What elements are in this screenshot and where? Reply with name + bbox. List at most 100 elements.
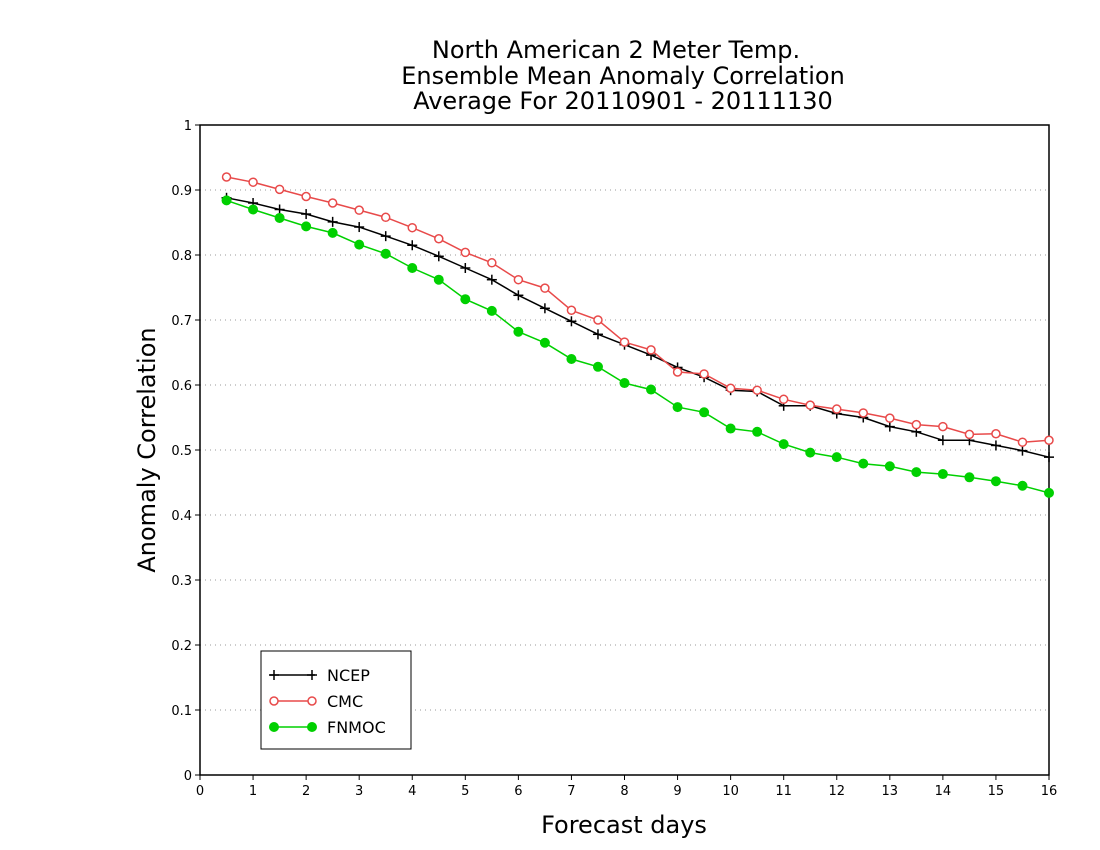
data-point-ncep bbox=[592, 329, 603, 340]
x-tick-label: 0 bbox=[196, 784, 204, 799]
data-point-ncep bbox=[566, 316, 577, 327]
data-point-cmc bbox=[725, 383, 736, 393]
data-point-fnmoc bbox=[327, 227, 338, 238]
data-point-fnmoc bbox=[884, 461, 895, 472]
x-tick-label: 2 bbox=[302, 784, 310, 799]
data-point-cmc bbox=[380, 212, 391, 223]
data-point-fnmoc bbox=[407, 263, 418, 273]
data-point-ncep bbox=[433, 251, 444, 262]
data-point-cmc bbox=[964, 429, 975, 440]
x-tick-label: 15 bbox=[988, 784, 1005, 799]
data-point-cmc bbox=[778, 394, 789, 405]
legend-marker-cmc bbox=[307, 696, 317, 706]
legend-marker-cmc bbox=[269, 696, 279, 706]
x-tick-label: 7 bbox=[567, 784, 575, 799]
legend-marker-fnmoc bbox=[307, 722, 317, 732]
y-tick-label: 0.6 bbox=[171, 379, 192, 394]
data-point-ncep bbox=[380, 231, 391, 242]
data-point-cmc bbox=[911, 419, 922, 430]
legend-item-ncep: NCEP bbox=[269, 666, 370, 685]
data-point-cmc bbox=[991, 429, 1001, 439]
data-point-fnmoc bbox=[460, 294, 471, 305]
y-tick-label: 0.8 bbox=[171, 249, 192, 264]
data-point-fnmoc bbox=[805, 447, 816, 458]
data-point-fnmoc bbox=[221, 195, 232, 206]
data-point-ncep bbox=[884, 421, 895, 432]
x-tick-label: 3 bbox=[355, 784, 363, 799]
data-point-fnmoc bbox=[831, 452, 842, 463]
data-point-ncep bbox=[1017, 445, 1028, 456]
x-tick-label: 12 bbox=[828, 784, 845, 799]
data-point-fnmoc bbox=[539, 337, 550, 348]
data-point-ncep bbox=[274, 204, 285, 215]
data-point-cmc bbox=[540, 283, 550, 293]
legend: NCEP CMC FNMOC bbox=[260, 650, 412, 750]
data-point-fnmoc bbox=[433, 274, 444, 285]
series-line-ncep bbox=[226, 197, 1050, 458]
data-point-cmc bbox=[699, 369, 709, 379]
x-tick-label: 11 bbox=[775, 784, 792, 799]
data-point-ncep bbox=[407, 240, 418, 251]
series-ncep bbox=[221, 192, 1054, 463]
legend-marker-ncep bbox=[307, 670, 317, 680]
x-tick-label: 1 bbox=[249, 784, 257, 799]
x-tick-label: 14 bbox=[935, 784, 952, 799]
legend-box bbox=[260, 650, 412, 750]
data-point-cmc bbox=[434, 234, 444, 244]
data-point-fnmoc bbox=[301, 221, 312, 232]
data-point-ncep bbox=[539, 303, 550, 314]
x-tick-label: 10 bbox=[722, 784, 739, 799]
data-point-fnmoc bbox=[1044, 487, 1054, 498]
data-point-fnmoc bbox=[513, 326, 524, 337]
series-cmc bbox=[221, 172, 1054, 447]
data-point-fnmoc bbox=[486, 305, 497, 316]
data-point-fnmoc bbox=[990, 476, 1001, 487]
series-layer bbox=[221, 172, 1054, 498]
data-point-ncep bbox=[327, 216, 338, 227]
data-point-fnmoc bbox=[858, 458, 869, 469]
data-point-cmc bbox=[301, 191, 311, 202]
data-point-ncep bbox=[990, 440, 1001, 451]
data-point-cmc bbox=[593, 315, 603, 325]
x-tick-label: 9 bbox=[673, 784, 681, 799]
x-tick-label: 6 bbox=[514, 784, 522, 799]
data-point-fnmoc bbox=[778, 439, 789, 450]
y-tick-label: 0.2 bbox=[171, 639, 192, 654]
data-point-fnmoc bbox=[248, 204, 259, 215]
y-tick-label: 0 bbox=[184, 769, 192, 784]
data-point-ncep bbox=[460, 263, 471, 273]
data-point-cmc bbox=[619, 337, 630, 347]
data-point-cmc bbox=[938, 421, 948, 432]
data-point-cmc bbox=[672, 367, 683, 377]
data-point-cmc bbox=[1044, 435, 1054, 445]
data-point-fnmoc bbox=[911, 467, 922, 478]
data-point-cmc bbox=[513, 274, 524, 285]
y-tick-label: 0.7 bbox=[171, 314, 192, 329]
x-tick-label: 4 bbox=[408, 784, 416, 799]
data-point-cmc bbox=[487, 258, 497, 268]
data-point-cmc bbox=[566, 305, 577, 315]
series-line-cmc bbox=[226, 176, 1050, 443]
data-point-ncep bbox=[354, 222, 365, 233]
data-point-fnmoc bbox=[646, 384, 657, 395]
series-fnmoc bbox=[221, 195, 1054, 498]
y-tick-label: 1 bbox=[184, 119, 192, 134]
chart-title-line-2: Ensemble Mean Anomaly Correlation bbox=[401, 62, 845, 90]
legend-item-cmc: CMC bbox=[269, 692, 363, 711]
legend-marker-fnmoc bbox=[269, 722, 279, 732]
y-tick-label: 0.3 bbox=[171, 574, 192, 589]
data-point-cmc bbox=[248, 177, 258, 187]
y-axis: 0 0.1 0.2 0.3 0.4 0.5 0.6 0.7 0.8 0.9 1 bbox=[171, 119, 200, 784]
data-point-cmc bbox=[460, 247, 471, 258]
data-point-fnmoc bbox=[566, 354, 577, 364]
data-point-cmc bbox=[221, 172, 232, 182]
data-point-cmc bbox=[354, 205, 364, 215]
y-axis-title: Anomaly Correlation bbox=[133, 327, 161, 572]
data-point-cmc bbox=[327, 198, 338, 208]
data-point-fnmoc bbox=[672, 402, 683, 413]
y-tick-label: 0.9 bbox=[171, 184, 192, 199]
data-point-fnmoc bbox=[752, 426, 763, 437]
x-axis-title: Forecast days bbox=[541, 811, 707, 839]
data-point-fnmoc bbox=[699, 407, 710, 418]
legend-marker-ncep bbox=[269, 670, 279, 680]
